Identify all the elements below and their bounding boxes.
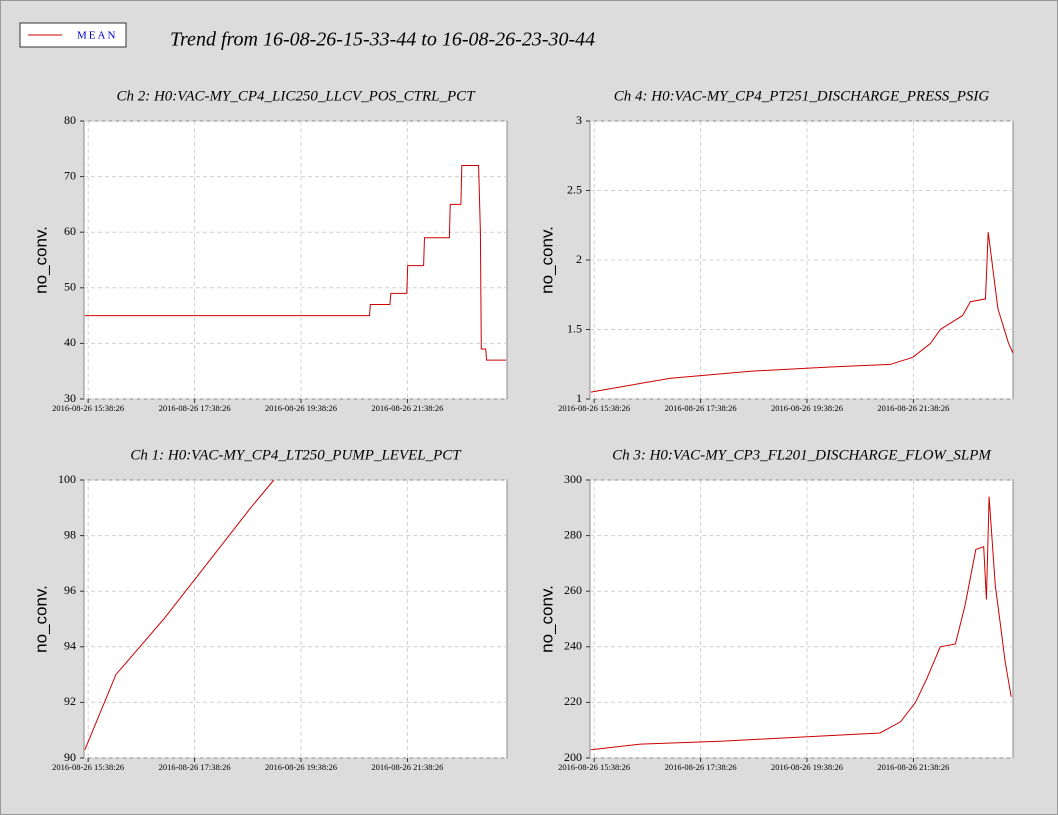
y-axis-label: no_conv.	[537, 585, 556, 653]
x-tick-label: 2016-08-26 17:38:26	[159, 403, 231, 413]
y-tick-label: 1.5	[567, 321, 582, 335]
y-tick-label: 260	[564, 583, 582, 597]
y-tick-label: 50	[64, 280, 76, 294]
y-tick-label: 60	[64, 224, 76, 238]
y-axis-label: no_conv.	[31, 585, 50, 653]
x-tick-label: 2016-08-26 21:38:26	[371, 403, 443, 413]
chart-title: Ch 2: H0:VAC-MY_CP4_LIC250_LLCV_POS_CTRL…	[116, 88, 476, 104]
plot-area	[589, 479, 1014, 759]
x-tick-label: 2016-08-26 19:38:26	[771, 403, 843, 413]
data-line	[590, 232, 1014, 393]
x-tick-label: 2016-08-26 15:38:26	[52, 403, 124, 413]
x-tick-label: 2016-08-26 15:38:26	[558, 403, 630, 413]
chart-title: Ch 1: H0:VAC-MY_CP4_LT250_PUMP_LEVEL_PCT	[130, 447, 462, 463]
y-tick-label: 280	[564, 527, 582, 541]
x-tick-label: 2016-08-26 19:38:26	[771, 762, 843, 772]
x-tick-label: 2016-08-26 15:38:26	[52, 762, 124, 772]
x-tick-label: 2016-08-26 21:38:26	[371, 762, 443, 772]
y-tick-label: 30	[64, 391, 76, 405]
y-tick-label: 100	[58, 472, 76, 486]
data-line	[84, 479, 275, 750]
y-tick-label: 80	[64, 113, 76, 127]
chart-title: Ch 3: H0:VAC-MY_CP3_FL201_DISCHARGE_FLOW…	[612, 447, 992, 463]
y-tick-label: 240	[564, 639, 582, 653]
x-tick-label: 2016-08-26 19:38:26	[265, 762, 337, 772]
plot-area	[83, 479, 508, 759]
data-line	[590, 496, 1012, 751]
y-axis-label: no_conv.	[31, 226, 50, 294]
y-tick-label: 96	[64, 583, 76, 597]
y-tick-label: 220	[564, 694, 582, 708]
chart-title: Ch 4: H0:VAC-MY_CP4_PT251_DISCHARGE_PRES…	[614, 88, 990, 104]
y-tick-label: 98	[64, 527, 76, 541]
x-tick-label: 2016-08-26 21:38:26	[877, 762, 949, 772]
y-tick-label: 300	[564, 472, 582, 486]
y-tick-label: 92	[64, 694, 76, 708]
plot-area	[83, 120, 508, 400]
x-tick-label: 2016-08-26 17:38:26	[159, 762, 231, 772]
page-title: Trend from 16-08-26-15-33-44 to 16-08-26…	[170, 29, 595, 51]
x-tick-label: 2016-08-26 21:38:26	[877, 403, 949, 413]
y-tick-label: 40	[64, 335, 76, 349]
x-tick-label: 2016-08-26 17:38:26	[665, 762, 737, 772]
y-tick-label: 3	[576, 113, 582, 127]
data-line	[84, 165, 507, 361]
x-tick-label: 2016-08-26 17:38:26	[665, 403, 737, 413]
x-tick-label: 2016-08-26 19:38:26	[265, 403, 337, 413]
legend-label: MEAN	[77, 30, 117, 42]
y-tick-label: 94	[64, 639, 76, 653]
y-tick-label: 1	[576, 391, 582, 405]
y-tick-label: 2	[576, 252, 582, 266]
y-tick-label: 70	[64, 168, 76, 182]
y-axis-label: no_conv.	[537, 226, 556, 294]
y-tick-label: 2.5	[567, 182, 582, 196]
y-tick-label: 200	[564, 750, 582, 764]
x-tick-label: 2016-08-26 15:38:26	[558, 762, 630, 772]
y-tick-label: 90	[64, 750, 76, 764]
